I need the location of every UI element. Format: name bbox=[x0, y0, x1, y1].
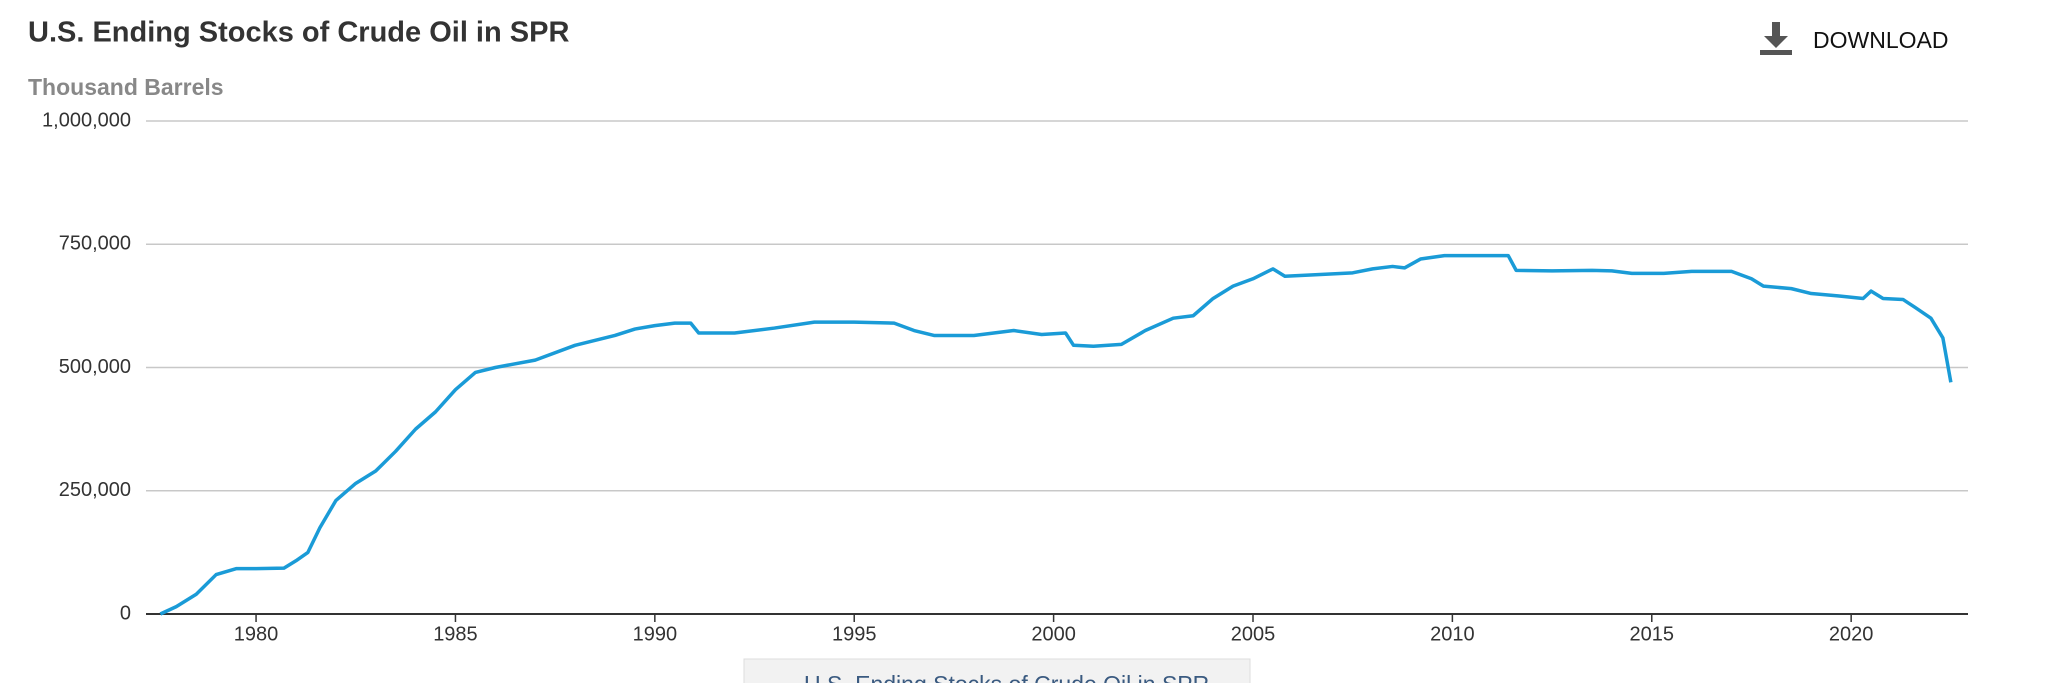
y-tick-label: 250,000 bbox=[59, 479, 131, 501]
x-tick-label: 1985 bbox=[433, 623, 478, 645]
x-tick-label: 1995 bbox=[832, 623, 877, 645]
y-tick-label: 500,000 bbox=[59, 356, 131, 378]
x-tick-label: 2015 bbox=[1630, 623, 1675, 645]
y-tick-label: 1,000,000 bbox=[42, 109, 131, 131]
x-tick-label: 1980 bbox=[234, 623, 279, 645]
legend-label: U.S. Ending Stocks of Crude Oil in SPR bbox=[804, 671, 1209, 683]
data-line bbox=[159, 253, 1953, 616]
download-icon bbox=[1772, 22, 1780, 38]
x-tick-label: 2020 bbox=[1829, 623, 1874, 645]
download-button[interactable]: DOWNLOAD bbox=[1760, 18, 1970, 60]
legend-box bbox=[743, 658, 1251, 683]
y-tick-label: 750,000 bbox=[59, 233, 131, 255]
x-tick-label: 2000 bbox=[1031, 623, 1076, 645]
x-tick-label: 2005 bbox=[1231, 623, 1276, 645]
chart-title: U.S. Ending Stocks of Crude Oil in SPR bbox=[28, 17, 569, 49]
y-tick-label: 0 bbox=[120, 602, 131, 624]
y-axis-label: Thousand Barrels bbox=[28, 74, 224, 100]
download-label[interactable]: DOWNLOAD bbox=[1813, 27, 1948, 53]
x-tick-label: 2010 bbox=[1430, 623, 1475, 645]
x-tick-label: 1990 bbox=[633, 623, 678, 645]
download-area[interactable] bbox=[1770, 18, 1970, 60]
download-icon bbox=[1760, 50, 1792, 55]
download-icon bbox=[1764, 36, 1788, 48]
